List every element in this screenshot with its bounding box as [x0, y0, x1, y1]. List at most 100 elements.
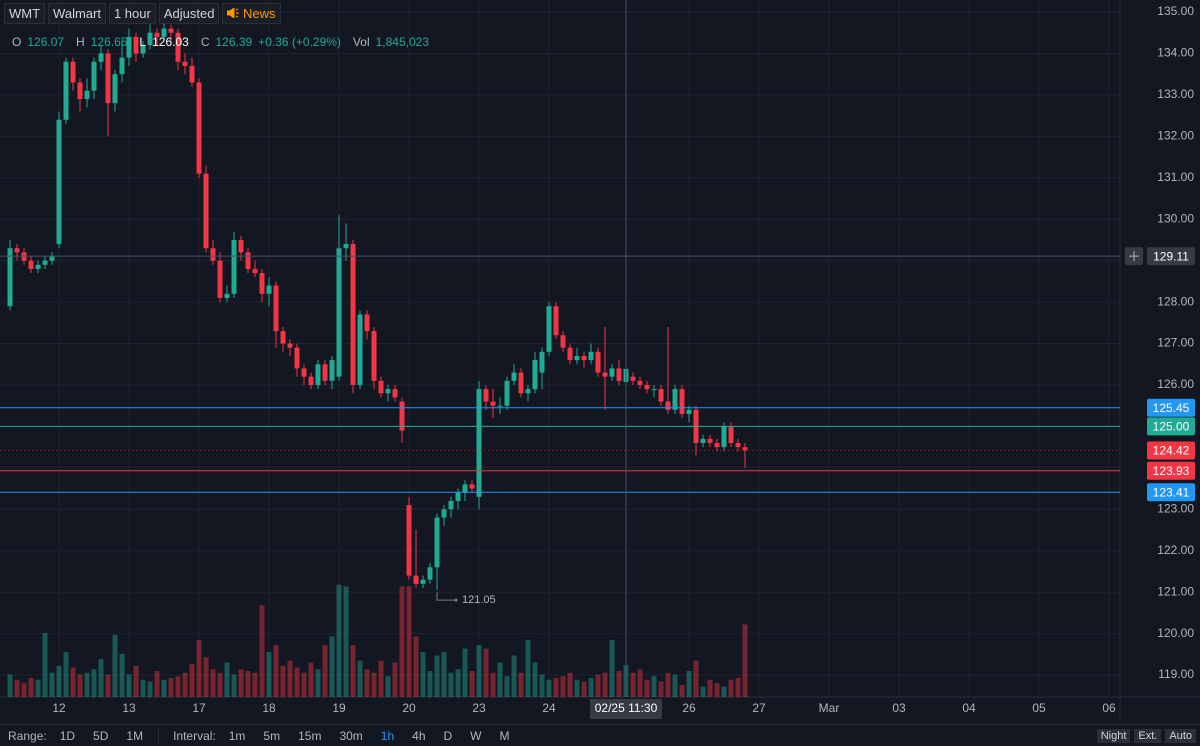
range-button[interactable]: 1D [59, 728, 76, 743]
volume-bar [574, 679, 580, 697]
legend-value: 1,845,023 [375, 35, 429, 49]
interval-button[interactable]: 4h [412, 728, 426, 743]
volume-bar [553, 677, 559, 697]
candle-body [112, 74, 118, 104]
y-tick-label: 131.00 [1157, 170, 1194, 184]
header: WMT Walmart 1 hour Adjusted News [4, 3, 281, 24]
x-tick-label: 23 [472, 701, 486, 715]
volume-bar [287, 660, 293, 697]
candle-body [511, 372, 517, 381]
candle-body [308, 376, 314, 385]
candle-body [672, 389, 678, 410]
volume-bar [98, 658, 104, 697]
candle-body [140, 45, 146, 54]
volume-bar [728, 679, 734, 697]
volume-bar [21, 683, 27, 697]
symbol[interactable]: WMT [4, 3, 46, 24]
volume-bar [336, 584, 342, 697]
x-tick-label: 20 [402, 701, 416, 715]
volume-bar [721, 686, 727, 697]
volume-bar [49, 672, 55, 697]
volume-bar [483, 648, 489, 697]
candle-body [700, 438, 706, 443]
interval-button[interactable]: 1m [228, 728, 246, 743]
volume-bar [203, 657, 209, 697]
candle-body [350, 244, 356, 385]
volume-bar [315, 669, 321, 697]
interval-button[interactable]: 15m [298, 728, 322, 743]
candle-body [301, 368, 307, 377]
volume-bar [420, 652, 426, 697]
range-button[interactable]: 1M [126, 728, 144, 743]
options: Night Ext. Auto [1096, 729, 1196, 743]
volume-bar [196, 639, 202, 697]
volume-bar [476, 645, 482, 697]
volume-bar [42, 633, 48, 697]
candle-body [469, 484, 475, 489]
price-label: 123.93 [1153, 464, 1190, 478]
candle-body [574, 355, 580, 361]
option-button[interactable]: Ext. [1134, 729, 1162, 743]
candle-body [518, 372, 524, 394]
news-button[interactable]: News [222, 3, 281, 24]
interval-button[interactable]: 1h [380, 728, 395, 743]
x-tick-label: 06 [1102, 701, 1116, 715]
y-tick-label: 132.00 [1157, 129, 1194, 143]
candle-body [616, 368, 622, 381]
volume-bar [560, 676, 566, 697]
candle-body [322, 364, 328, 381]
candle-body [294, 347, 300, 369]
volume-bar [518, 672, 524, 697]
chart: 119.00120.00121.00122.00123.00124.00125.… [0, 0, 1200, 722]
volume-bar [637, 669, 643, 697]
y-tick-label: 128.00 [1157, 294, 1194, 308]
crosshair-y-bg [1147, 247, 1195, 266]
candle-body [105, 53, 111, 104]
volume-bar [322, 645, 328, 697]
candle-body [273, 285, 279, 332]
candle-body [182, 61, 188, 66]
volume-bar [182, 672, 188, 697]
candle-body [609, 368, 615, 377]
plus-icon [1129, 251, 1139, 262]
candle-body [644, 384, 650, 390]
candle-body [385, 389, 391, 394]
volume-bar [14, 679, 20, 697]
interval-button[interactable]: M [499, 728, 510, 743]
volume-bar [658, 681, 664, 697]
volume-bar [343, 586, 349, 697]
candle-body [595, 351, 601, 373]
x-tick-label: 12 [52, 701, 66, 715]
interval-button[interactable]: 30m [339, 728, 363, 743]
option-button[interactable]: Night [1096, 729, 1131, 743]
candle-body [287, 343, 293, 348]
candle-body [581, 355, 587, 361]
price-label-bg [1147, 483, 1195, 502]
adjust-button[interactable]: Adjusted [158, 3, 220, 24]
candle-body [686, 409, 692, 414]
interval-button[interactable]: 1 hour [108, 3, 156, 24]
option-button[interactable]: Auto [1165, 729, 1196, 743]
y-tick-label: 119.00 [1158, 667, 1194, 681]
volume-bar [630, 672, 636, 697]
candle-body [203, 173, 209, 249]
range-button[interactable]: 5D [93, 728, 109, 743]
volume-bar [56, 665, 62, 697]
price-label-bg [1147, 461, 1195, 480]
legend-value: 126.07 [27, 35, 65, 49]
volume-bar [511, 655, 517, 697]
y-tick-label: 120.00 [1157, 626, 1194, 640]
volume-bar [175, 676, 181, 697]
volume-bar [357, 660, 363, 697]
interval-button[interactable]: 5m [263, 728, 281, 743]
candle-body [630, 376, 636, 381]
candle-body [84, 90, 90, 100]
volume-bar [259, 605, 265, 697]
volume-bar [714, 683, 720, 697]
volume-bar [140, 679, 146, 697]
interval-button[interactable]: D [443, 728, 453, 743]
interval-button[interactable]: W [470, 728, 482, 743]
legend-key: O [12, 35, 22, 49]
candle-body [336, 248, 342, 377]
